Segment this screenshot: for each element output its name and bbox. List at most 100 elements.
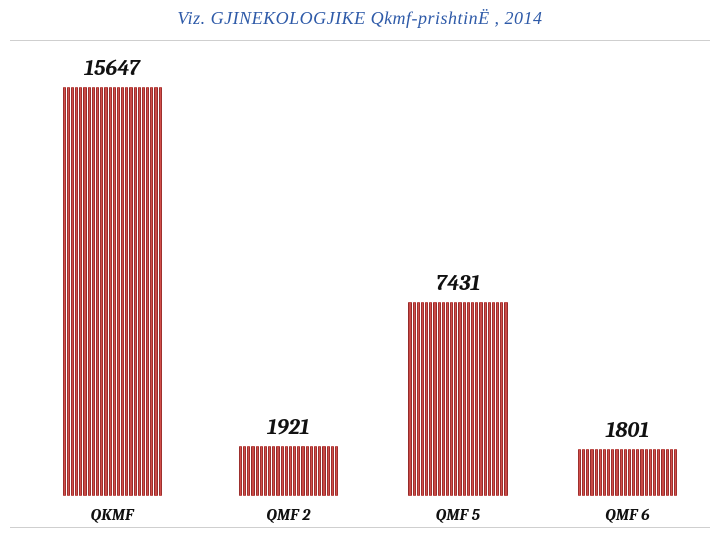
bar-stripe	[636, 449, 639, 496]
bar-stripe	[603, 449, 606, 496]
bar-stripe	[599, 449, 602, 496]
bar-stripe	[104, 87, 107, 496]
bar-stripe	[129, 87, 132, 496]
bar-stripe	[628, 449, 631, 496]
bar-value-label: 7431	[383, 270, 532, 296]
bar-stripe	[150, 87, 153, 496]
bar-column: 7431QMF 5	[383, 52, 532, 496]
bar-stripe	[293, 446, 296, 496]
plot-area: 15647QKMF1921QMF 27431QMF 51801QMF 6	[24, 52, 702, 496]
bar-stripe	[632, 449, 635, 496]
bar-stripe	[268, 446, 271, 496]
bar-stripe	[301, 446, 304, 496]
bar-stripe	[289, 446, 292, 496]
bar-stripe	[500, 302, 503, 496]
bar-value-label: 1801	[553, 417, 702, 443]
bar-stripe	[239, 446, 242, 496]
bar-stripe	[442, 302, 445, 496]
bar-stripe	[504, 302, 507, 496]
bar-stripe	[75, 87, 78, 496]
bar-stripe	[251, 446, 254, 496]
bar-stripe	[640, 449, 643, 496]
bar-stripe	[408, 302, 411, 496]
bar-stripe	[624, 449, 627, 496]
bar-stripe	[417, 302, 420, 496]
bar-value-label: 15647	[38, 55, 187, 81]
bar-stripe	[63, 87, 66, 496]
bar	[238, 446, 338, 496]
bar-stripe	[100, 87, 103, 496]
bar-stripe	[471, 302, 474, 496]
bar-stripe	[276, 446, 279, 496]
bar-stripe	[645, 449, 648, 496]
bar-stripe	[454, 302, 457, 496]
bar-stripe	[285, 446, 288, 496]
bar-stripe	[421, 302, 424, 496]
bar-column: 1921QMF 2	[214, 52, 363, 496]
bar-stripe	[134, 87, 137, 496]
bar	[62, 87, 162, 496]
bar-stripe	[322, 446, 325, 496]
bar-stripe	[670, 449, 673, 496]
bar	[577, 449, 677, 496]
bar	[408, 302, 508, 496]
bar-stripe	[247, 446, 250, 496]
bar-stripe	[649, 449, 652, 496]
bar-stripe	[138, 87, 141, 496]
bar-stripe	[335, 446, 338, 496]
bar-column: 15647QKMF	[38, 52, 187, 496]
bar-stripe	[154, 87, 157, 496]
bar-stripe	[88, 87, 91, 496]
bar-stripe	[586, 449, 589, 496]
bar-stripe	[484, 302, 487, 496]
chart-container: Viz. GJINEKOLOGJIKE Qkmf-prishtinË , 201…	[0, 0, 720, 540]
bar-stripe	[79, 87, 82, 496]
bar-stripe	[281, 446, 284, 496]
bar-column: 1801QMF 6	[553, 52, 702, 496]
bar-stripe	[67, 87, 70, 496]
x-axis-label: QKMF	[38, 506, 187, 524]
bar-stripe	[595, 449, 598, 496]
bar-stripe	[446, 302, 449, 496]
bar-stripe	[272, 446, 275, 496]
bar-stripe	[121, 87, 124, 496]
x-axis-label: QMF 2	[214, 506, 363, 524]
x-axis-label: QMF 5	[383, 506, 532, 524]
bar-stripe	[260, 446, 263, 496]
bar-stripe	[256, 446, 259, 496]
chart-title: Viz. GJINEKOLOGJIKE Qkmf-prishtinË , 201…	[12, 8, 708, 29]
bar-stripe	[582, 449, 585, 496]
bar-stripe	[467, 302, 470, 496]
bar-stripe	[109, 87, 112, 496]
bar-stripe	[438, 302, 441, 496]
bar-stripe	[318, 446, 321, 496]
bar-stripe	[615, 449, 618, 496]
bar-stripe	[463, 302, 466, 496]
bar-stripe	[590, 449, 593, 496]
bar-stripe	[458, 302, 461, 496]
bar-stripe	[620, 449, 623, 496]
x-axis-label: QMF 6	[553, 506, 702, 524]
bar-stripe	[479, 302, 482, 496]
bar-stripe	[425, 302, 428, 496]
bar-stripe	[92, 87, 95, 496]
bar-stripe	[450, 302, 453, 496]
bar-stripe	[666, 449, 669, 496]
bar-stripe	[413, 302, 416, 496]
bar-stripe	[297, 446, 300, 496]
bar-stripe	[433, 302, 436, 496]
bar-stripe	[492, 302, 495, 496]
bar-stripe	[306, 446, 309, 496]
bar-stripe	[496, 302, 499, 496]
bar-stripe	[331, 446, 334, 496]
bar-stripe	[96, 87, 99, 496]
bar-stripe	[264, 446, 267, 496]
bar-stripe	[674, 449, 677, 496]
bar-stripe	[146, 87, 149, 496]
bar-stripe	[661, 449, 664, 496]
bar-stripe	[653, 449, 656, 496]
bar-stripe	[327, 446, 330, 496]
bar-stripe	[113, 87, 116, 496]
bar-stripe	[488, 302, 491, 496]
bar-stripe	[117, 87, 120, 496]
